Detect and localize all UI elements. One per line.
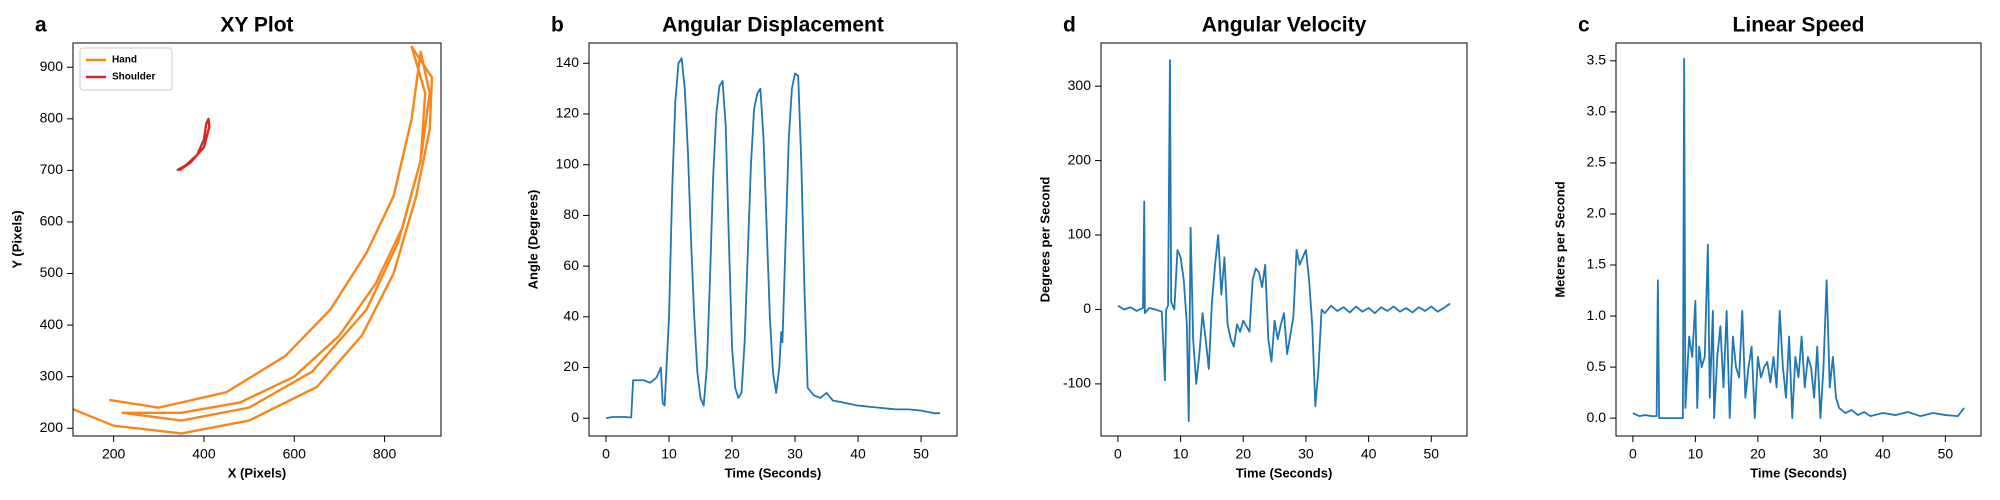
y-axis-label: Degrees per Second xyxy=(1037,177,1052,303)
y-tick-label: 0 xyxy=(571,409,579,425)
axes-frame xyxy=(1615,42,1982,437)
x-tick-label: 200 xyxy=(102,446,126,462)
data-line xyxy=(176,117,211,172)
y-tick-label: 80 xyxy=(563,206,579,222)
y-tick-label: 100 xyxy=(1068,226,1092,242)
x-tick-label: 20 xyxy=(1750,446,1766,462)
subplot: 200 400 600 800 200 300 400 500 600 700 800 900 XY P… xyxy=(9,14,442,480)
y-tick-label: 200 xyxy=(40,419,64,435)
x-tick-label: 0 xyxy=(1114,446,1122,462)
y-tick-label: 0.0 xyxy=(1587,409,1607,425)
x-tick-label: 50 xyxy=(1423,446,1439,462)
x-tick-label: 50 xyxy=(913,446,929,462)
panel-letter: a xyxy=(35,14,47,37)
y-axis-label: Y (Pixels) xyxy=(9,210,24,268)
y-tick-label: 2.5 xyxy=(1587,154,1607,170)
legend-label: Hand xyxy=(112,55,137,66)
y-tick-label: 300 xyxy=(1068,77,1092,93)
y-tick-label: 200 xyxy=(1068,151,1092,167)
x-axis-label: Time (Seconds) xyxy=(725,465,822,480)
y-tick-label: 100 xyxy=(556,155,580,171)
y-axis-label: Meters per Second xyxy=(1552,181,1567,297)
x-axis-label: X (Pixels) xyxy=(228,465,287,480)
y-tick-label: 700 xyxy=(40,161,64,177)
x-tick-label: 40 xyxy=(850,446,866,462)
chart-title: Linear Speed xyxy=(1733,14,1865,37)
panel-letter: c xyxy=(1578,14,1590,37)
panel-letter: d xyxy=(1063,14,1076,37)
data-line xyxy=(73,45,434,435)
chart-title: Angular Velocity xyxy=(1202,14,1367,37)
x-tick-label: 40 xyxy=(1875,446,1891,462)
x-tick-label: 30 xyxy=(1298,446,1314,462)
x-tick-label: 800 xyxy=(373,446,397,462)
data-line xyxy=(1632,57,1965,420)
y-tick-label: 400 xyxy=(40,316,64,332)
y-tick-label: 0 xyxy=(1083,300,1091,316)
y-tick-label: 2.0 xyxy=(1587,205,1607,221)
x-tick-label: 10 xyxy=(1688,446,1704,462)
x-tick-label: 20 xyxy=(724,446,740,462)
y-tick-label: 3.5 xyxy=(1587,52,1607,68)
y-tick-label: 3.0 xyxy=(1587,103,1607,119)
x-tick-label: 20 xyxy=(1235,446,1251,462)
y-tick-label: 800 xyxy=(40,110,64,126)
axes-frame xyxy=(588,42,958,437)
subplot: 0 10 20 30 40 50 -100 0 100 200 300 Angular Velocit… xyxy=(1037,14,1468,480)
x-tick-label: 10 xyxy=(1173,446,1189,462)
legend-box xyxy=(79,47,173,91)
panel-letter: b xyxy=(551,14,564,37)
x-axis-label: Time (Seconds) xyxy=(1236,465,1333,480)
y-tick-label: 140 xyxy=(556,54,580,70)
subplot: 0 10 20 30 40 50 0 20 40 60 80 100 120 140 Angular Dis… xyxy=(525,14,958,480)
y-tick-label: 900 xyxy=(40,58,64,74)
y-tick-label: -100 xyxy=(1063,375,1091,391)
x-tick-label: 0 xyxy=(602,446,610,462)
chart-title: XY Plot xyxy=(220,14,293,37)
y-tick-label: 40 xyxy=(563,308,579,324)
chart-title: Angular Displacement xyxy=(662,14,884,37)
x-tick-label: 0 xyxy=(1629,446,1637,462)
y-tick-label: 120 xyxy=(556,105,580,121)
x-tick-label: 30 xyxy=(1813,446,1829,462)
x-tick-label: 50 xyxy=(1938,446,1954,462)
axes-frame xyxy=(72,42,442,437)
y-tick-label: 500 xyxy=(40,264,64,280)
y-tick-label: 300 xyxy=(40,367,64,383)
x-tick-label: 30 xyxy=(787,446,803,462)
y-tick-label: 20 xyxy=(563,358,579,374)
y-tick-label: 1.0 xyxy=(1587,307,1607,323)
legend-label: Shoulder xyxy=(112,72,155,83)
y-axis-label: Angle (Degrees) xyxy=(525,190,540,290)
x-tick-label: 400 xyxy=(192,446,216,462)
x-tick-label: 10 xyxy=(661,446,677,462)
subplot: 0 10 20 30 40 50 0.0 0.5 1.0 1.5 2.0 2.5 3.0 3.5 Linea… xyxy=(1552,14,1982,480)
y-tick-label: 0.5 xyxy=(1587,358,1607,374)
y-tick-label: 1.5 xyxy=(1587,256,1607,272)
axes-frame xyxy=(1100,42,1468,437)
x-axis-label: Time (Seconds) xyxy=(1750,465,1847,480)
data-line xyxy=(1117,59,1451,423)
data-line xyxy=(605,57,940,420)
y-tick-label: 60 xyxy=(563,257,579,273)
x-tick-label: 600 xyxy=(283,446,307,462)
x-tick-label: 40 xyxy=(1361,446,1377,462)
y-tick-label: 600 xyxy=(40,213,64,229)
